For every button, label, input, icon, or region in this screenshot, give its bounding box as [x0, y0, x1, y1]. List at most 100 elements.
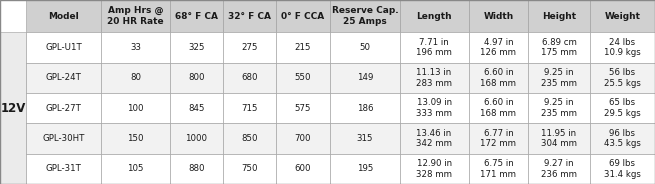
Bar	[400, 63, 469, 93]
Bar	[276, 93, 330, 123]
Bar	[276, 154, 330, 184]
Text: 1000: 1000	[185, 134, 208, 143]
Bar	[101, 32, 170, 63]
Bar	[590, 123, 655, 154]
Bar	[400, 0, 469, 32]
Bar	[101, 93, 170, 123]
Bar	[276, 32, 330, 63]
Bar	[0, 32, 26, 184]
Bar	[101, 123, 170, 154]
Text: 12V: 12V	[0, 102, 26, 115]
Bar	[223, 123, 276, 154]
Text: 550: 550	[295, 73, 311, 82]
Text: 186: 186	[357, 104, 373, 113]
Bar	[276, 0, 330, 32]
Bar	[170, 93, 223, 123]
Bar	[26, 63, 101, 93]
Bar	[400, 93, 469, 123]
Text: 100: 100	[127, 104, 143, 113]
Bar	[469, 0, 528, 32]
Text: 12.90 in
328 mm: 12.90 in 328 mm	[416, 159, 452, 179]
Bar	[528, 93, 590, 123]
Bar	[223, 32, 276, 63]
Bar	[26, 32, 101, 63]
Text: 315: 315	[357, 134, 373, 143]
Bar	[528, 154, 590, 184]
Bar	[276, 123, 330, 154]
Bar	[101, 63, 170, 93]
Text: Height: Height	[542, 12, 576, 21]
Bar	[170, 0, 223, 32]
Text: Model: Model	[48, 12, 79, 21]
Bar	[528, 32, 590, 63]
Bar	[276, 63, 330, 93]
Text: 850: 850	[241, 134, 257, 143]
Text: 800: 800	[188, 73, 204, 82]
Text: 700: 700	[295, 134, 311, 143]
Text: Reserve Cap.
25 Amps: Reserve Cap. 25 Amps	[331, 6, 398, 26]
Text: 33: 33	[130, 43, 141, 52]
Bar	[223, 154, 276, 184]
Bar	[469, 123, 528, 154]
Bar	[330, 32, 400, 63]
Bar	[590, 154, 655, 184]
Text: 65 lbs
29.5 kgs: 65 lbs 29.5 kgs	[604, 98, 641, 118]
Bar	[223, 93, 276, 123]
Bar	[170, 32, 223, 63]
Text: 68° F CA: 68° F CA	[175, 12, 218, 21]
Bar	[223, 63, 276, 93]
Bar	[590, 63, 655, 93]
Text: 6.75 in
171 mm: 6.75 in 171 mm	[481, 159, 516, 179]
Text: 6.89 cm
175 mm: 6.89 cm 175 mm	[541, 38, 577, 57]
Bar	[101, 0, 170, 32]
Bar	[101, 154, 170, 184]
Bar	[528, 123, 590, 154]
Text: 880: 880	[188, 164, 204, 173]
Bar	[26, 123, 101, 154]
Bar	[330, 93, 400, 123]
Text: 150: 150	[127, 134, 143, 143]
Bar	[400, 123, 469, 154]
Text: GPL-30HT: GPL-30HT	[42, 134, 84, 143]
Text: 9.25 in
235 mm: 9.25 in 235 mm	[541, 98, 577, 118]
Bar	[330, 154, 400, 184]
Text: 9.27 in
236 mm: 9.27 in 236 mm	[541, 159, 577, 179]
Text: 6.60 in
168 mm: 6.60 in 168 mm	[481, 68, 516, 88]
Text: Length: Length	[417, 12, 452, 21]
Text: GPL-U1T: GPL-U1T	[45, 43, 82, 52]
Text: 715: 715	[241, 104, 257, 113]
Text: GPL-31T: GPL-31T	[45, 164, 81, 173]
Text: 215: 215	[295, 43, 311, 52]
Text: 750: 750	[241, 164, 257, 173]
Bar	[330, 0, 400, 32]
Bar	[469, 154, 528, 184]
Text: 0° F CCA: 0° F CCA	[282, 12, 325, 21]
Bar	[400, 154, 469, 184]
Text: 69 lbs
31.4 kgs: 69 lbs 31.4 kgs	[604, 159, 641, 179]
Text: 845: 845	[188, 104, 204, 113]
Text: 96 lbs
43.5 kgs: 96 lbs 43.5 kgs	[604, 129, 641, 148]
Text: 13.46 in
342 mm: 13.46 in 342 mm	[416, 129, 452, 148]
Text: 56 lbs
25.5 kgs: 56 lbs 25.5 kgs	[604, 68, 641, 88]
Bar	[400, 32, 469, 63]
Text: 600: 600	[295, 164, 311, 173]
Bar	[26, 154, 101, 184]
Text: Amp Hrs @
20 HR Rate: Amp Hrs @ 20 HR Rate	[107, 6, 164, 26]
Text: 11.13 in
283 mm: 11.13 in 283 mm	[416, 68, 452, 88]
Bar	[223, 0, 276, 32]
Text: 6.77 in
172 mm: 6.77 in 172 mm	[481, 129, 516, 148]
Text: 680: 680	[241, 73, 257, 82]
Text: 80: 80	[130, 73, 141, 82]
Bar	[528, 0, 590, 32]
Bar	[590, 0, 655, 32]
Bar	[469, 63, 528, 93]
Text: 105: 105	[127, 164, 143, 173]
Text: Weight: Weight	[605, 12, 641, 21]
Text: 50: 50	[360, 43, 371, 52]
Text: 13.09 in
333 mm: 13.09 in 333 mm	[416, 98, 452, 118]
Text: GPL-27T: GPL-27T	[45, 104, 81, 113]
Bar	[170, 123, 223, 154]
Bar	[330, 63, 400, 93]
Text: 149: 149	[357, 73, 373, 82]
Bar	[528, 63, 590, 93]
